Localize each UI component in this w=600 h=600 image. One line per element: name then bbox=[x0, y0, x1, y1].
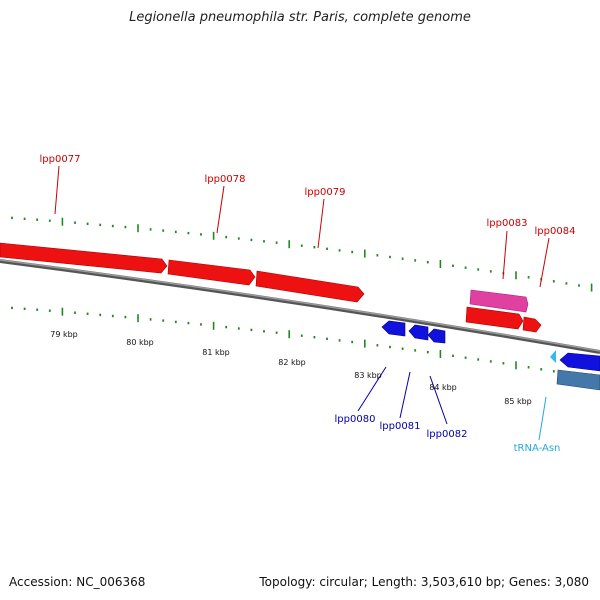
kbp-label-81: 81 kbp bbox=[202, 348, 230, 357]
leader-trna-asn bbox=[538, 396, 547, 441]
map-title: Legionella pneumophila str. Paris, compl… bbox=[129, 10, 471, 25]
gene-label-lpp0080[interactable]: lpp0080 bbox=[335, 414, 376, 425]
gene-lpp0077-arrow[interactable] bbox=[0, 242, 168, 274]
genome-backbone bbox=[0, 259, 600, 354]
gene-lpp0084-arrow[interactable] bbox=[522, 316, 542, 333]
rna-feature-bar[interactable] bbox=[556, 369, 600, 391]
feature-lpp0083-arrow[interactable] bbox=[469, 289, 529, 313]
kbp-label-79: 79 kbp bbox=[50, 330, 78, 339]
gene-label-lpp0083[interactable]: lpp0083 bbox=[487, 218, 528, 229]
gene-lpp0082-arrow[interactable] bbox=[427, 328, 446, 344]
gene-right-blue-arrow[interactable] bbox=[559, 352, 600, 372]
leader-lpp0080 bbox=[357, 366, 387, 412]
gene-label-lpp0078[interactable]: lpp0078 bbox=[205, 174, 246, 185]
leader-lpp0079 bbox=[317, 198, 325, 249]
gene-lpp0080-arrow[interactable] bbox=[381, 320, 406, 337]
topology-summary-text: Topology: circular; Length: 3,503,610 bp… bbox=[259, 575, 589, 589]
gene-lpp0078-arrow[interactable] bbox=[167, 259, 256, 286]
gene-lpp0083-arrow[interactable] bbox=[465, 306, 524, 330]
kbp-label-83: 83 kbp bbox=[354, 371, 382, 380]
leader-lpp0078 bbox=[216, 185, 225, 234]
kbp-label-84: 84 kbp bbox=[429, 383, 457, 392]
gene-label-lpp0081[interactable]: lpp0081 bbox=[380, 421, 421, 432]
trna-asn-arrow[interactable] bbox=[550, 350, 556, 363]
kbp-label-85: 85 kbp bbox=[504, 397, 532, 406]
genome-backbone-highlight bbox=[0, 259, 600, 352]
gene-label-trna-asn[interactable]: tRNA-Asn bbox=[514, 443, 561, 454]
kbp-label-82: 82 kbp bbox=[278, 358, 306, 367]
accession-text: Accession: NC_006368 bbox=[9, 575, 146, 589]
leader-lpp0081 bbox=[399, 371, 411, 419]
gene-label-lpp0082[interactable]: lpp0082 bbox=[427, 429, 468, 440]
gene-lpp0079-arrow[interactable] bbox=[255, 270, 365, 303]
leader-lpp0077 bbox=[54, 165, 60, 215]
leader-lpp0082 bbox=[429, 375, 448, 425]
gene-label-lpp0084[interactable]: lpp0084 bbox=[535, 226, 576, 237]
gene-label-lpp0077[interactable]: lpp0077 bbox=[40, 154, 81, 165]
leader-lpp0084 bbox=[539, 237, 550, 288]
kbp-label-80: 80 kbp bbox=[126, 338, 154, 347]
gene-label-lpp0079[interactable]: lpp0079 bbox=[305, 187, 346, 198]
leader-lpp0083 bbox=[502, 230, 508, 280]
gene-lpp0081-arrow[interactable] bbox=[408, 324, 429, 341]
